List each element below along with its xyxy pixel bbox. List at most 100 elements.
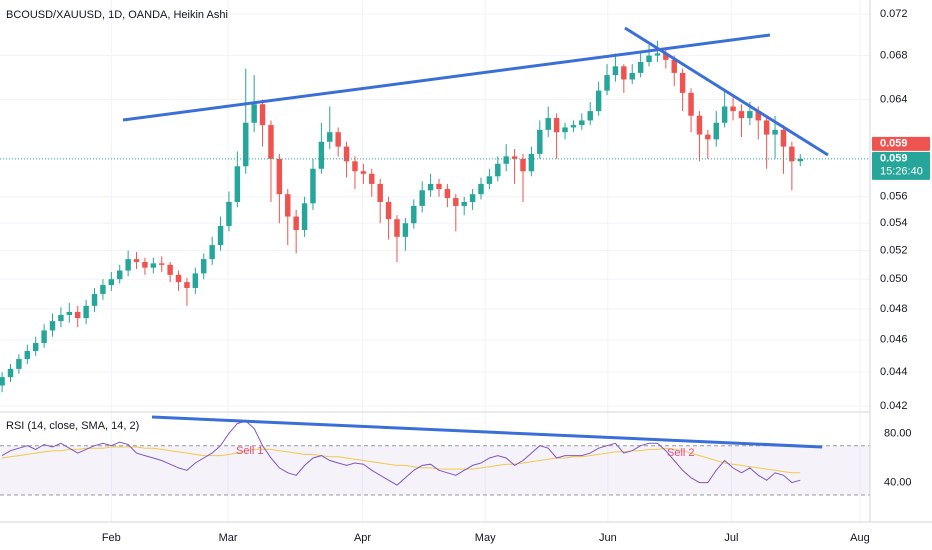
candle-body bbox=[688, 92, 694, 116]
candle-body bbox=[612, 66, 619, 76]
candle-body bbox=[553, 118, 560, 133]
candle-body bbox=[427, 183, 434, 191]
marks bbox=[0, 0, 870, 522]
candle-body bbox=[562, 127, 568, 133]
y-tick-label: 0.046 bbox=[880, 334, 908, 346]
candle-body bbox=[629, 72, 635, 80]
candle-body bbox=[679, 72, 686, 93]
candle-body bbox=[0, 377, 5, 386]
y-tick-label: 40.00 bbox=[884, 477, 912, 489]
trend-line bbox=[151, 415, 823, 449]
candle-body bbox=[663, 53, 669, 60]
candle-body bbox=[175, 274, 182, 283]
candle-body bbox=[327, 132, 333, 142]
candle-body bbox=[377, 183, 383, 202]
price-label-box bbox=[872, 151, 930, 180]
x-tick-label: Aug bbox=[850, 532, 870, 544]
candle-body bbox=[780, 129, 787, 147]
candle-body bbox=[259, 104, 266, 126]
candle-body bbox=[419, 190, 425, 206]
candle-body bbox=[369, 173, 375, 184]
y-tick-label: 0.048 bbox=[880, 303, 908, 315]
candle-body bbox=[301, 203, 308, 230]
chart-title: BCOUSD/XAUUSD, 1D, OANDA, Heikin Ashi bbox=[6, 9, 228, 21]
candle-body bbox=[587, 111, 593, 121]
candle-body bbox=[579, 120, 585, 126]
candle-body bbox=[436, 183, 442, 190]
y-tick-label: 0.056 bbox=[880, 191, 908, 203]
candle-body bbox=[276, 158, 283, 195]
x-tick-label: Feb bbox=[102, 532, 121, 544]
candle-body bbox=[226, 201, 232, 226]
candle-body bbox=[310, 168, 316, 204]
candle-body bbox=[184, 282, 190, 288]
candle-body bbox=[108, 279, 115, 286]
candle-body bbox=[654, 53, 661, 56]
candle-body bbox=[478, 183, 484, 195]
candle-body bbox=[671, 59, 677, 73]
candle-body bbox=[58, 314, 64, 322]
candle-body bbox=[352, 161, 358, 172]
annotation: Sell 2 bbox=[667, 447, 695, 459]
candle-body bbox=[411, 205, 417, 224]
candle-body bbox=[41, 330, 47, 344]
candle-body bbox=[293, 216, 299, 230]
candle-body bbox=[243, 122, 249, 167]
countdown: 15:26:40 bbox=[880, 166, 923, 178]
candle-body bbox=[133, 259, 140, 262]
candle-body bbox=[167, 264, 173, 275]
annotation: Sell 1 bbox=[236, 445, 264, 457]
candle-body bbox=[696, 115, 703, 135]
candle-body bbox=[402, 223, 409, 237]
candle-body bbox=[713, 122, 719, 140]
price-label: 0.059 bbox=[880, 153, 908, 165]
candle-body bbox=[621, 66, 627, 80]
candle-body bbox=[16, 359, 22, 369]
candle-body bbox=[789, 146, 795, 162]
candle-body bbox=[520, 158, 526, 172]
candle-body bbox=[142, 261, 148, 268]
candle-body bbox=[100, 285, 106, 294]
candle-body bbox=[32, 343, 39, 351]
candle-body bbox=[49, 321, 56, 331]
y-tick-label: 0.050 bbox=[880, 273, 908, 285]
candle-body bbox=[453, 198, 459, 206]
candle-body bbox=[763, 120, 770, 135]
x-tick-label: Mar bbox=[219, 532, 238, 544]
candle-body bbox=[738, 111, 745, 119]
y-tick-label: 0.052 bbox=[880, 245, 908, 257]
candle-body bbox=[604, 75, 610, 91]
x-tick-label: Jul bbox=[724, 532, 738, 544]
rsi-line bbox=[2, 446, 801, 474]
x-tick-label: May bbox=[475, 532, 496, 544]
candle-body bbox=[217, 225, 224, 246]
candle-body bbox=[528, 153, 535, 172]
trend-line bbox=[624, 26, 829, 157]
candle-body bbox=[66, 311, 73, 315]
candle-body bbox=[150, 263, 157, 268]
candle-body bbox=[646, 55, 652, 63]
candle-body bbox=[116, 270, 123, 280]
candle-body bbox=[486, 176, 493, 184]
candle-body bbox=[74, 311, 81, 319]
candle-body bbox=[335, 132, 341, 147]
candle-body bbox=[318, 141, 325, 169]
candle-body bbox=[721, 106, 728, 123]
candle-body bbox=[268, 125, 274, 159]
y-tick-label: 0.044 bbox=[880, 366, 908, 378]
candle-body bbox=[461, 201, 467, 206]
candle-body bbox=[730, 106, 736, 112]
candle-body bbox=[570, 125, 577, 128]
candle-body bbox=[360, 171, 367, 174]
candle-body bbox=[251, 104, 257, 123]
candle-body bbox=[83, 305, 89, 319]
candle-body bbox=[469, 194, 476, 202]
candle-body bbox=[705, 134, 711, 140]
y-tick-label: 80.00 bbox=[884, 427, 912, 439]
price-label: 0.059 bbox=[880, 138, 908, 150]
trend-line bbox=[122, 33, 771, 122]
candle-body bbox=[385, 201, 392, 220]
rsi-band bbox=[0, 445, 870, 495]
